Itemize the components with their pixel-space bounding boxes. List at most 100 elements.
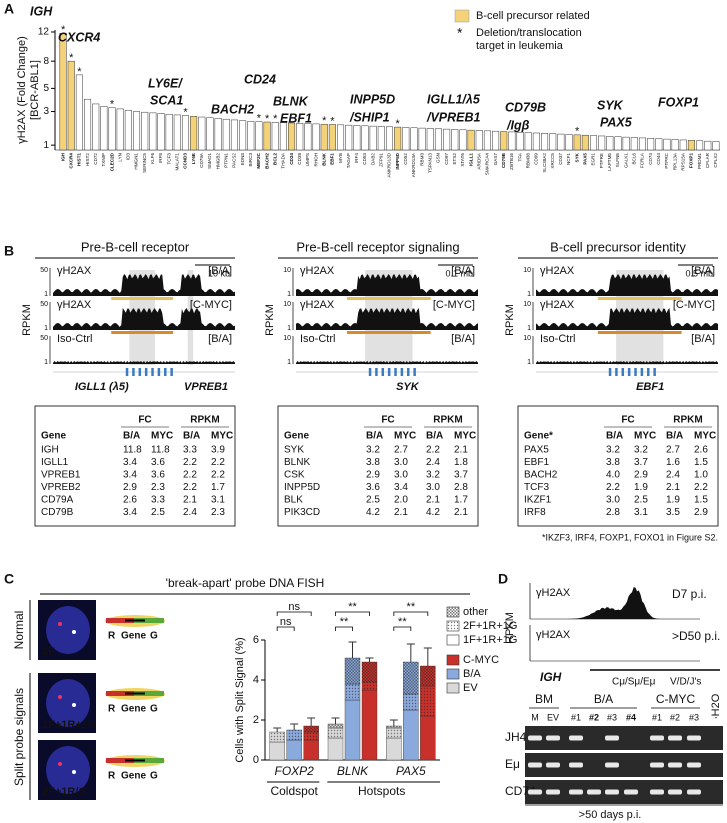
x-tick-label: TSPAN13 bbox=[428, 153, 433, 174]
x-tick-label: STAT6 bbox=[460, 153, 465, 167]
table-cell: 3.2 bbox=[366, 445, 380, 456]
scale-label: 0.5 mb bbox=[685, 268, 713, 278]
exon bbox=[627, 368, 631, 376]
table-cell: CD79B bbox=[41, 507, 74, 518]
bar bbox=[337, 124, 345, 151]
table-cell: 3.4 bbox=[123, 470, 137, 481]
group-label: Hotspots bbox=[358, 784, 405, 798]
x-tick-label: FCRLA bbox=[640, 152, 645, 168]
y-tick-label: 4 bbox=[253, 674, 259, 686]
y-tick-label: 5 bbox=[43, 83, 49, 94]
diagram-label: R bbox=[108, 704, 116, 715]
bar bbox=[679, 139, 687, 151]
star: * bbox=[69, 52, 74, 64]
bar bbox=[598, 135, 606, 151]
bar bbox=[451, 129, 459, 151]
bar-segment bbox=[361, 689, 378, 761]
x-tick-label: ANKRD13A bbox=[411, 152, 416, 177]
x-tick-label: CXCR4 bbox=[68, 153, 73, 169]
track-tick: 1 bbox=[527, 291, 531, 298]
gel-band bbox=[605, 735, 619, 741]
table-cell: INPP5D bbox=[284, 482, 320, 493]
table-cell: EBF1 bbox=[524, 457, 549, 468]
bar-segment bbox=[420, 715, 436, 761]
x-tick-label: CD53 bbox=[362, 153, 367, 165]
x-tick-label: RBM3 bbox=[419, 153, 424, 166]
bar bbox=[279, 122, 287, 151]
sig-label: ns bbox=[280, 616, 292, 628]
bar bbox=[483, 130, 491, 151]
table-group: RPKM bbox=[190, 415, 219, 426]
y-tick-label: 2 bbox=[253, 714, 259, 726]
table-cell: 2.2 bbox=[183, 457, 197, 468]
annotation: /SHIP1 bbox=[349, 110, 390, 124]
table-cell: CSK bbox=[284, 470, 305, 481]
table-cell: 2.9 bbox=[123, 482, 137, 493]
segment-pattern bbox=[386, 726, 402, 728]
track-condition: [C-MYC] bbox=[673, 299, 715, 311]
nucleus bbox=[46, 746, 90, 794]
row-label: Split probe signals bbox=[12, 688, 26, 786]
image-label: 1F+1R+1G bbox=[42, 719, 96, 731]
exon bbox=[387, 368, 391, 376]
bar bbox=[108, 107, 116, 151]
track-label: γH2AX bbox=[57, 299, 92, 311]
gel-band bbox=[668, 735, 682, 741]
group-label: Coldspot bbox=[270, 784, 318, 798]
y-axis-label: Cells with Split Signal (%) bbox=[234, 637, 246, 762]
table-header: Gene bbox=[41, 431, 66, 442]
signal bbox=[72, 703, 76, 707]
x-tick-label: ID3 bbox=[126, 153, 131, 161]
table-header: B/A bbox=[183, 431, 200, 442]
gel-band bbox=[546, 789, 560, 795]
annotation: SYK bbox=[597, 98, 624, 112]
exon bbox=[164, 368, 167, 376]
bar bbox=[206, 117, 214, 151]
gel-band bbox=[528, 735, 542, 741]
gel-band bbox=[650, 735, 664, 741]
bar bbox=[655, 138, 663, 151]
signal-track bbox=[536, 308, 718, 330]
x-tick-label: SMARCA4 bbox=[485, 153, 490, 176]
legend-label: B-cell precursor related bbox=[476, 10, 590, 22]
table-cell: 2.2 bbox=[426, 445, 440, 456]
sig-bracket bbox=[335, 626, 353, 631]
bar bbox=[541, 133, 549, 151]
bar bbox=[663, 138, 671, 151]
gel-band bbox=[650, 762, 664, 768]
track-label: γH2AX bbox=[300, 265, 335, 277]
bar-segment bbox=[303, 739, 319, 761]
star: * bbox=[330, 115, 335, 127]
table-cell: 3.2 bbox=[606, 445, 620, 456]
gel-row-label: CD74 bbox=[505, 784, 536, 798]
sig-bracket bbox=[393, 626, 412, 631]
table-group: RPKM bbox=[433, 415, 462, 426]
gel-band bbox=[569, 789, 583, 795]
bar-segment bbox=[269, 741, 285, 761]
sig-bracket bbox=[393, 611, 429, 616]
exon bbox=[400, 368, 404, 376]
table-cell: 1.7 bbox=[211, 482, 225, 493]
gel-band bbox=[528, 762, 542, 768]
bar bbox=[173, 114, 181, 151]
signal bbox=[58, 762, 62, 766]
region-bar bbox=[111, 297, 174, 300]
annotation: IGLL1/λ5 bbox=[427, 92, 481, 106]
x-tick-label: GSN bbox=[436, 153, 441, 163]
sig-label: ** bbox=[340, 616, 349, 628]
track-label: γH2AX bbox=[536, 587, 571, 599]
table-header: B/A bbox=[366, 431, 383, 442]
bar bbox=[141, 111, 149, 151]
nucleus bbox=[46, 606, 90, 654]
x-tick-label: SLFN5 bbox=[615, 153, 620, 168]
bar bbox=[557, 133, 565, 151]
x-tick-label: UMPS bbox=[305, 153, 310, 166]
table-cell: VPREB2 bbox=[41, 482, 81, 493]
segment-pattern bbox=[328, 728, 343, 738]
exon bbox=[608, 368, 612, 376]
track-tick: 50 bbox=[40, 335, 48, 342]
bar bbox=[165, 113, 173, 151]
track-tick: 1 bbox=[527, 325, 531, 332]
bar bbox=[67, 60, 75, 151]
diagram-label: Gene bbox=[121, 704, 146, 715]
